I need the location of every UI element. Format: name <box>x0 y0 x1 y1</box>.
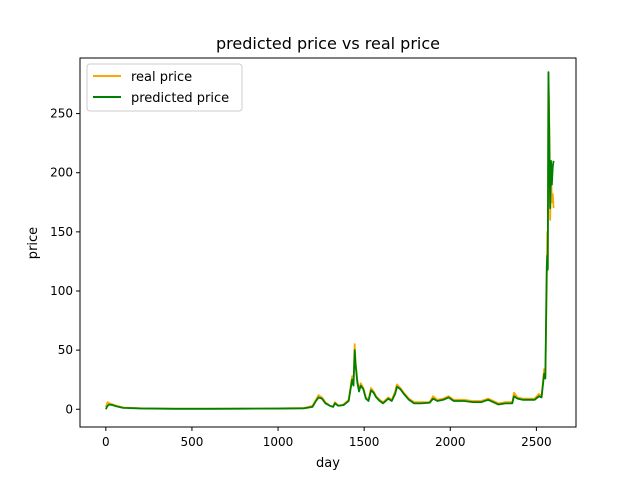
y-tick-label: 150 <box>50 225 73 239</box>
x-tick-label: 500 <box>180 435 203 449</box>
y-axis-label: price <box>26 227 41 259</box>
x-axis-ticks: 0 500 1000 1500 2000 2500 <box>102 427 552 449</box>
x-tick-label: 2000 <box>435 435 466 449</box>
y-axis-ticks: 0 50 100 150 200 250 <box>50 107 80 416</box>
series-line-predicted-price <box>105 71 555 410</box>
x-tick-label: 2500 <box>521 435 552 449</box>
y-tick-label: 100 <box>50 284 73 298</box>
legend-label-predicted-price: predicted price <box>131 91 229 106</box>
x-axis-label: day <box>316 456 340 471</box>
chart-title: predicted price vs real price <box>216 34 440 53</box>
y-tick-label: 250 <box>50 107 73 121</box>
plot-area-frame <box>79 57 577 428</box>
x-tick-label: 0 <box>102 435 110 449</box>
legend-box <box>86 63 243 112</box>
x-tick-label: 1000 <box>263 435 294 449</box>
legend-label-real-price: real price <box>131 70 192 85</box>
legend: real price predicted price <box>86 63 243 112</box>
series-layer <box>104 71 555 410</box>
y-tick-label: 0 <box>65 402 73 416</box>
y-tick-label: 50 <box>58 343 73 357</box>
y-tick-label: 200 <box>50 166 73 180</box>
x-tick-label: 1500 <box>349 435 380 449</box>
